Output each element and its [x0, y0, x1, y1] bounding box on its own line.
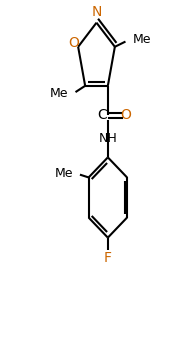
Text: C: C	[98, 109, 107, 122]
Text: N: N	[91, 5, 102, 18]
Text: F: F	[104, 251, 112, 265]
Text: NH: NH	[98, 132, 117, 145]
Text: Me: Me	[55, 168, 73, 180]
Text: O: O	[121, 109, 132, 122]
Text: O: O	[68, 36, 79, 50]
Text: Me: Me	[50, 87, 68, 101]
Text: Me: Me	[133, 33, 151, 46]
